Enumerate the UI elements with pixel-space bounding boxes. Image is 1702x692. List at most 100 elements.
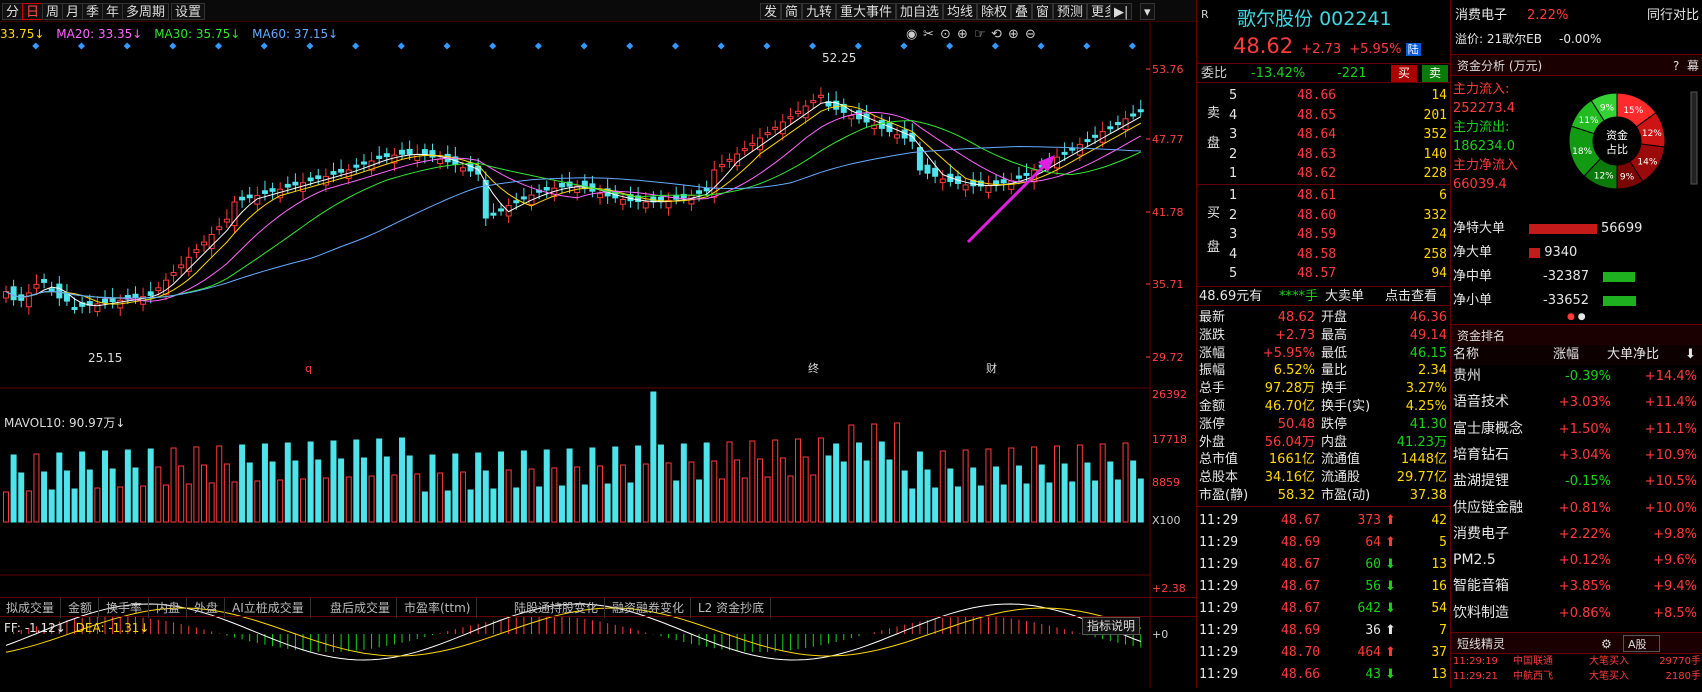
- candle: [985, 185, 992, 193]
- rank-row[interactable]: 智能音箱 +3.85% +9.4%: [1453, 578, 1697, 595]
- stat-row: 涨跌 +2.73 最高 49.14: [1199, 327, 1447, 343]
- collapse-icon[interactable]: ▶|: [1110, 3, 1133, 20]
- short-elf-header: 短线精灵 ⚙ A股: [1451, 632, 1702, 654]
- period-button[interactable]: 月: [62, 3, 84, 20]
- sector-name[interactable]: 消费电子: [1455, 8, 1508, 23]
- period-button[interactable]: 多周期: [122, 3, 170, 20]
- order-book-row[interactable]: 4 48.65 201: [1229, 107, 1447, 123]
- order-book-row[interactable]: 1 48.62 228: [1229, 166, 1447, 181]
- period-button[interactable]: 季: [82, 3, 104, 20]
- sell-button[interactable]: 卖: [1422, 65, 1449, 82]
- tick-row[interactable]: 11:29 48.66 43 ⬇ 13: [1199, 667, 1447, 682]
- toolbar-button[interactable]: 除权: [977, 3, 1012, 20]
- scrollbar[interactable]: [1690, 91, 1698, 185]
- volume-bar: [962, 449, 969, 523]
- order-book-row[interactable]: 5 48.57 94: [1229, 266, 1447, 281]
- indicator-tab[interactable]: 内盘: [150, 598, 188, 618]
- indicator-tab[interactable]: 拟成交量: [0, 598, 62, 618]
- order-book-row[interactable]: 2 48.63 140: [1229, 146, 1447, 162]
- chart-tool-icon[interactable]: ◉: [906, 27, 917, 42]
- volume-bar: [376, 438, 383, 523]
- volume-bar: [886, 459, 893, 523]
- rank-row[interactable]: 培育钻石 +3.04% +10.9%: [1453, 446, 1697, 463]
- order-book-row[interactable]: 1 48.61 6: [1229, 188, 1447, 203]
- candle: [223, 218, 230, 223]
- elf-row[interactable]: 11:29:19 中国联通 大笔买入 29770手: [1453, 656, 1701, 667]
- period-button[interactable]: 分: [2, 3, 24, 20]
- indicator-help-button[interactable]: 指标说明: [1082, 617, 1141, 635]
- tick-row[interactable]: 11:29 48.67 642 ⬇ 54: [1199, 601, 1447, 616]
- quote-panel: R 歌尔股份 002241 48.62 +2.73 +5.95% 陆 委比 -1…: [1196, 0, 1451, 688]
- main-netflow: 66039.4: [1453, 177, 1507, 192]
- tick-row[interactable]: 11:29 48.67 373 ⬆ 42: [1199, 513, 1447, 528]
- period-button[interactable]: 年: [102, 3, 124, 20]
- toolbar-button[interactable]: 简: [781, 3, 803, 20]
- menu-arrow-icon[interactable]: ▾: [1140, 3, 1155, 20]
- toolbar-button[interactable]: 窗: [1032, 3, 1054, 20]
- chart-tool-icon[interactable]: ⟲: [991, 27, 1002, 42]
- indicator-tab[interactable]: 盘后成交量: [324, 598, 398, 618]
- rank-row[interactable]: PM2.5 +0.12% +9.6%: [1453, 552, 1697, 569]
- volume-bar: [1130, 460, 1137, 523]
- chart-tool-icon[interactable]: ⊙: [940, 27, 951, 42]
- tick-row[interactable]: 11:29 48.67 60 ⬇ 13: [1199, 557, 1447, 572]
- kline-chart-canvas[interactable]: 53.76 47.77 41.78 35.71 29.72 52.25 25.15 q 终 财 ◉ ✂…: [0, 22, 1196, 688]
- rank-row[interactable]: 消费电子 +2.22% +9.8%: [1453, 525, 1697, 542]
- indicator-tab[interactable]: 市盈率(ttm): [398, 598, 478, 618]
- toolbar-button[interactable]: 加自选: [896, 3, 944, 20]
- chart-tool-icon[interactable]: ⊕: [957, 27, 968, 42]
- tick-row[interactable]: 11:29 48.70 464 ⬆ 37: [1199, 645, 1447, 660]
- peer-compare-link[interactable]: 同行对比: [1647, 8, 1700, 23]
- help-icon[interactable]: ?: [1673, 59, 1680, 73]
- toolbar-button[interactable]: 预测: [1053, 3, 1088, 20]
- indicator-tab[interactable]: 换手率: [100, 598, 150, 618]
- fund-rank-table[interactable]: 名称 涨幅 大单净比 ⬇ 贵州 -0.39% +14.4% 语音技术 +3.03% +11.4% 富…: [1451, 345, 1702, 631]
- indicator-tab[interactable]: 外盘: [188, 598, 226, 618]
- tick-row[interactable]: 11:29 48.69 64 ⬆ 5: [1199, 535, 1447, 550]
- elf-row[interactable]: 11:29:21 中航西飞 大笔买入 2180手: [1453, 671, 1701, 682]
- chart-tool-icon[interactable]: ⊖: [1025, 27, 1036, 42]
- rank-row[interactable]: 富士康概念 +1.50% +11.1%: [1453, 420, 1697, 437]
- settings-gear-icon[interactable]: ⚙: [1601, 637, 1612, 651]
- toolbar-button[interactable]: 均线: [943, 3, 978, 20]
- candle: [170, 272, 177, 276]
- period-button[interactable]: 日: [22, 3, 44, 20]
- rank-row[interactable]: 盐湖提锂 -0.15% +10.5%: [1453, 473, 1697, 490]
- volume-bar: [79, 451, 86, 523]
- tick-row[interactable]: 11:29 48.69 36 ⬆ 7: [1199, 623, 1447, 638]
- candle: [543, 186, 550, 191]
- rank-row[interactable]: 饮料制造 +0.86% +8.5%: [1453, 604, 1697, 621]
- toolbar-button[interactable]: 叠: [1011, 3, 1033, 20]
- indicator-tab[interactable]: 融资融券变化: [606, 598, 692, 618]
- period-button[interactable]: 设置: [171, 3, 206, 20]
- order-book-row[interactable]: 2 48.60 332: [1229, 207, 1447, 223]
- volume-bar: [810, 474, 817, 523]
- signal-marker: [534, 42, 542, 50]
- market-select[interactable]: A股: [1623, 635, 1660, 652]
- tick-list[interactable]: 11:29 48.67 373 ⬆ 42 11:29 48.69 64 ⬆ 5 11:29 48.67…: [1197, 506, 1451, 688]
- indicator-tab[interactable]: 陆股通持股变化: [508, 598, 606, 618]
- rank-row[interactable]: 语音技术 +3.03% +11.4%: [1453, 394, 1697, 411]
- toolbar-button[interactable]: 九转: [802, 3, 837, 20]
- view-big-order-link[interactable]: 点击查看: [1385, 289, 1438, 304]
- volume-bar: [315, 459, 322, 523]
- chart-tool-icon[interactable]: ☞: [974, 27, 986, 42]
- expand-icon[interactable]: 幕: [1687, 59, 1700, 73]
- chart-tool-icon[interactable]: ✂: [923, 27, 934, 42]
- toolbar-button[interactable]: 重大事件: [836, 3, 897, 20]
- indicator-tab[interactable]: 金额: [62, 598, 100, 618]
- buy-button[interactable]: 买: [1391, 65, 1418, 82]
- order-book-row[interactable]: 5 48.66 14: [1229, 88, 1447, 103]
- order-book-row[interactable]: 3 48.59 24: [1229, 227, 1447, 242]
- chart-tool-icon[interactable]: ⊕: [1008, 27, 1019, 42]
- rank-row[interactable]: 贵州 -0.39% +14.4%: [1453, 368, 1697, 384]
- rank-row[interactable]: 供应链金融 +0.81% +10.0%: [1453, 499, 1697, 516]
- period-button[interactable]: 周: [42, 3, 64, 20]
- toolbar-button[interactable]: 发: [760, 3, 782, 20]
- indicator-tab[interactable]: AI立桩成交量: [226, 598, 311, 618]
- tick-row[interactable]: 11:29 48.67 56 ⬇ 16: [1199, 579, 1447, 594]
- sort-desc-icon[interactable]: ⬇: [1685, 347, 1696, 362]
- indicator-tab[interactable]: L2 资金抄底: [692, 598, 772, 618]
- order-book-row[interactable]: 3 48.64 352: [1229, 127, 1447, 142]
- order-book-row[interactable]: 4 48.58 258: [1229, 246, 1447, 262]
